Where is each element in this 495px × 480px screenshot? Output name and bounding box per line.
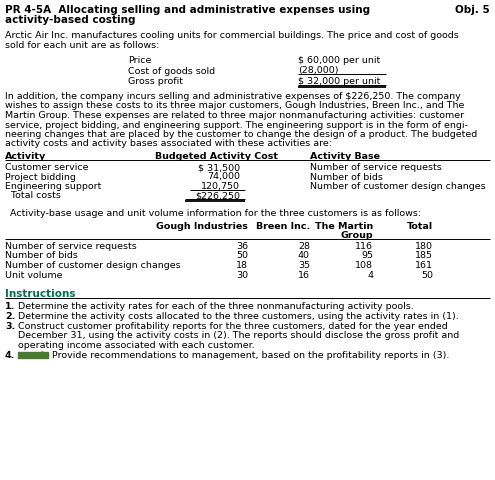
Text: 161: 161	[415, 261, 433, 269]
Text: Total: Total	[407, 222, 433, 230]
Text: PR 4-5A  Allocating selling and administrative expenses using: PR 4-5A Allocating selling and administr…	[5, 5, 370, 15]
Text: Determine the activity costs allocated to the three customers, using the activit: Determine the activity costs allocated t…	[18, 312, 459, 320]
Text: Activity-base usage and unit volume information for the three customers is as fo: Activity-base usage and unit volume info…	[10, 209, 421, 217]
Text: operating income associated with each customer.: operating income associated with each cu…	[18, 340, 255, 349]
Text: 2.: 2.	[5, 312, 15, 320]
Text: 108: 108	[355, 261, 373, 269]
Text: 40: 40	[298, 251, 310, 260]
Text: In addition, the company incurs selling and administrative expenses of $226,250.: In addition, the company incurs selling …	[5, 92, 461, 101]
Text: 1.: 1.	[5, 301, 15, 311]
Text: Number of service requests: Number of service requests	[5, 241, 137, 251]
Text: Number of bids: Number of bids	[310, 172, 383, 181]
Text: 120,750: 120,750	[201, 181, 240, 191]
Text: 50: 50	[421, 270, 433, 279]
Text: Group: Group	[341, 230, 373, 240]
Text: sold for each unit are as follows:: sold for each unit are as follows:	[5, 41, 159, 50]
Text: Number of service requests: Number of service requests	[310, 163, 442, 172]
Text: neering changes that are placed by the customer to change the design of a produc: neering changes that are placed by the c…	[5, 130, 477, 139]
Text: Determine the activity rates for each of the three nonmanufacturing activity poo: Determine the activity rates for each of…	[18, 301, 414, 311]
Text: Number of customer design changes: Number of customer design changes	[310, 181, 486, 191]
Text: 180: 180	[415, 241, 433, 251]
Text: 28: 28	[298, 241, 310, 251]
Text: The Martin: The Martin	[315, 222, 373, 230]
Text: Cost of goods sold: Cost of goods sold	[128, 66, 215, 75]
Text: 35: 35	[298, 261, 310, 269]
Text: Gough Industries: Gough Industries	[156, 222, 248, 230]
Text: Project bidding: Project bidding	[5, 172, 76, 181]
Text: Unit volume: Unit volume	[5, 270, 62, 279]
Text: activity costs and activity bases associated with these activities are:: activity costs and activity bases associ…	[5, 139, 332, 148]
Text: Engineering support: Engineering support	[5, 181, 101, 191]
Text: $ 31,500: $ 31,500	[198, 163, 240, 172]
Text: $ 60,000 per unit: $ 60,000 per unit	[298, 56, 380, 65]
Text: 18: 18	[236, 261, 248, 269]
Text: Obj. 5: Obj. 5	[455, 5, 490, 15]
Text: $ 32,000 per unit: $ 32,000 per unit	[298, 77, 380, 86]
Text: $226,250: $226,250	[195, 191, 240, 200]
Text: December 31, using the activity costs in (2). The reports should disclose the gr: December 31, using the activity costs in…	[18, 331, 459, 340]
Text: 74,000: 74,000	[207, 172, 240, 181]
Text: Price: Price	[128, 56, 151, 65]
Text: Activity: Activity	[5, 152, 46, 161]
Text: activity-based costing: activity-based costing	[5, 15, 136, 25]
Text: 4: 4	[367, 270, 373, 279]
Text: Number of bids: Number of bids	[5, 251, 78, 260]
Text: Arctic Air Inc. manufactures cooling units for commercial buildings. The price a: Arctic Air Inc. manufactures cooling uni…	[5, 31, 459, 40]
Text: 3.: 3.	[5, 321, 15, 330]
Text: Breen Inc.: Breen Inc.	[256, 222, 310, 230]
Text: Budgeted Activity Cost: Budgeted Activity Cost	[155, 152, 278, 161]
Text: 4.: 4.	[5, 351, 15, 360]
Text: Instructions: Instructions	[5, 288, 76, 299]
Text: Provide recommendations to management, based on the profitability reports in (3): Provide recommendations to management, b…	[52, 351, 449, 360]
Text: Activity Base: Activity Base	[310, 152, 380, 161]
Text: 116: 116	[355, 241, 373, 251]
Text: Customer service: Customer service	[5, 163, 89, 172]
Text: Gross profit: Gross profit	[128, 77, 183, 86]
Text: 50: 50	[236, 251, 248, 260]
Text: 36: 36	[236, 241, 248, 251]
Text: Number of customer design changes: Number of customer design changes	[5, 261, 181, 269]
Text: Martin Group. These expenses are related to three major nonmanufacturing activit: Martin Group. These expenses are related…	[5, 111, 464, 120]
Text: 95: 95	[361, 251, 373, 260]
Text: service, project bidding, and engineering support. The engineering support is in: service, project bidding, and engineerin…	[5, 120, 468, 129]
Text: Construct customer profitability reports for the three customers, dated for the : Construct customer profitability reports…	[18, 321, 448, 330]
Text: (28,000): (28,000)	[298, 66, 339, 75]
Text: 30: 30	[236, 270, 248, 279]
Text: Total costs: Total costs	[5, 191, 61, 200]
Text: 185: 185	[415, 251, 433, 260]
Text: 16: 16	[298, 270, 310, 279]
Text: wishes to assign these costs to its three major customers, Gough Industries, Bre: wishes to assign these costs to its thre…	[5, 101, 464, 110]
